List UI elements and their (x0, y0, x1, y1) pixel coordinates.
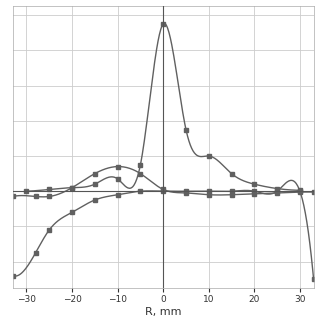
X-axis label: R, mm: R, mm (145, 307, 181, 317)
